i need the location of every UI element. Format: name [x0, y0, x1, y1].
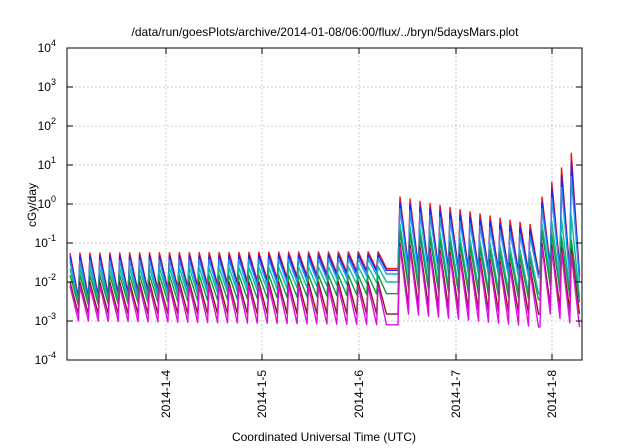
axis-ticks [67, 47, 582, 361]
chart-title: /data/run/goesPlots/archive/2014-01-08/0… [132, 25, 520, 39]
x-axis-label: Coordinated Universal Time (UTC) [232, 430, 416, 444]
y-tick-label: 103 [38, 77, 56, 94]
y-tick-label: 10-1 [35, 233, 56, 250]
y-tick-label: 100 [38, 194, 56, 211]
y-tick-label: 10-2 [35, 272, 56, 289]
y-tick-label: 102 [38, 116, 56, 133]
x-axis-tick-labels: 2014-1-4 2014-1-5 2014-1-6 2014-1-7 2014-1-8 [159, 370, 559, 418]
y-tick-label: 10-3 [35, 311, 56, 328]
series-group [69, 152, 581, 328]
y-tick-label: 101 [38, 155, 56, 172]
y-tick-label: 10-4 [35, 350, 56, 367]
x-tick-label: 2014-1-7 [449, 370, 463, 418]
x-tick-label: 2014-1-8 [545, 370, 559, 418]
x-tick-label: 2014-1-5 [255, 370, 269, 418]
y-tick-label: 104 [38, 38, 56, 55]
x-tick-label: 2014-1-4 [159, 370, 173, 418]
series-line [69, 246, 581, 328]
x-tick-label: 2014-1-6 [352, 370, 366, 418]
series-line [69, 242, 581, 315]
y-axis-label: cGy/day [25, 183, 39, 227]
